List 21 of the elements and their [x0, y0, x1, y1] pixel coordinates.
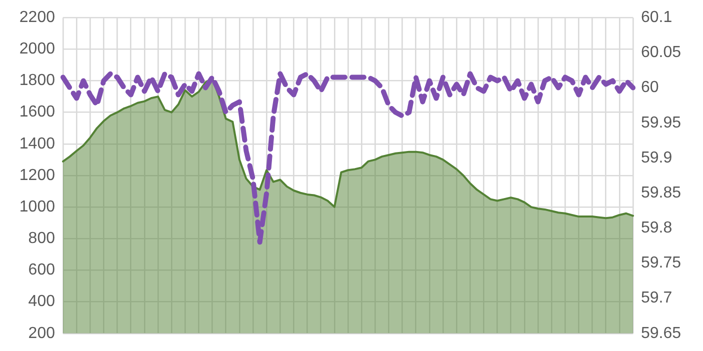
y2-tick-label: 59.75: [641, 254, 682, 272]
y-tick-label: 800: [28, 230, 56, 248]
y-tick-label: 1000: [19, 198, 56, 216]
y2-tick-label: 59.85: [641, 184, 682, 202]
y-tick-label: 400: [28, 293, 56, 310]
y2-tick-label: 60.05: [641, 44, 682, 62]
y-tick-label: 2000: [19, 40, 56, 58]
y2-tick-label: 59.65: [641, 324, 682, 342]
y-tick-label: 600: [28, 262, 56, 279]
y-tick-label: 1200: [19, 166, 56, 184]
y2-tick-label: 60: [641, 79, 659, 96]
y-tick-label: 200: [28, 324, 56, 342]
y2-tick-label: 60.1: [641, 9, 672, 26]
y2-tick-label: 59.8: [641, 220, 672, 237]
y-tick-label: 1600: [19, 104, 56, 121]
y-tick-label: 1400: [19, 135, 56, 152]
y2-tick-label: 59.7: [641, 290, 672, 307]
y-tick-label: 1800: [19, 72, 56, 90]
y-tick-label: 2200: [19, 9, 56, 26]
y2-tick-label: 59.95: [641, 114, 682, 132]
y2-tick-label: 59.9: [641, 149, 672, 166]
